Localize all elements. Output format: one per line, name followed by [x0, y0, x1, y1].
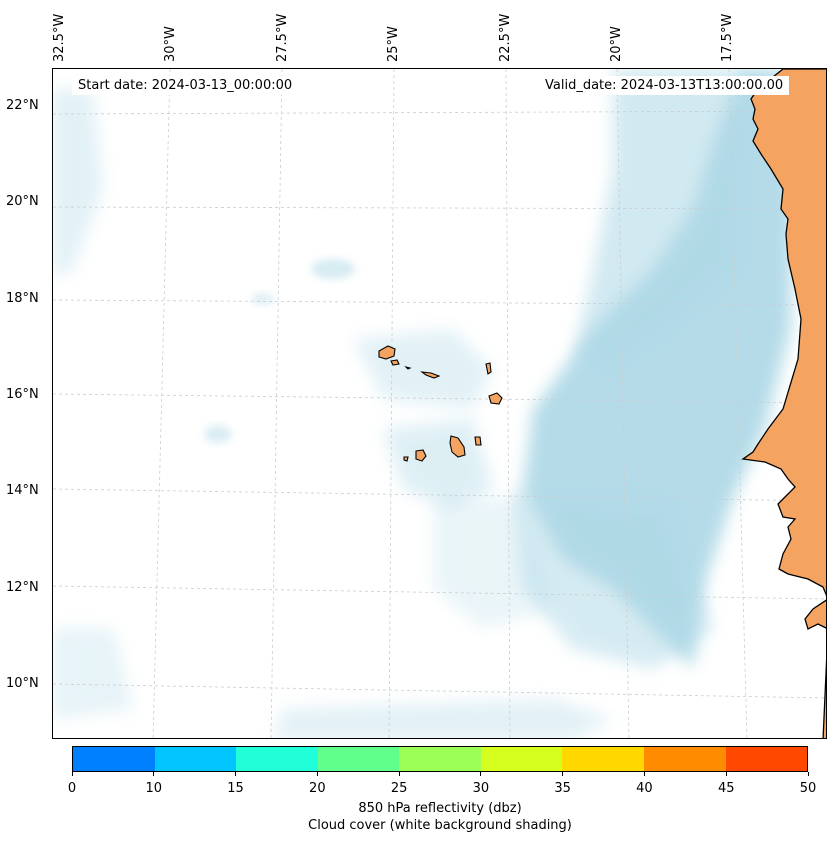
map-canvas [53, 69, 826, 738]
colorbar-tick-label: 10 [145, 781, 163, 796]
lon-tick-label: 32.5°W [52, 13, 67, 62]
colorbar-tick-mark [316, 772, 318, 776]
colorbar-tick-mark [725, 772, 727, 776]
start-date-label: Start date: 2024-03-13_00:00:00 [72, 76, 299, 95]
colorbar-segment [317, 747, 400, 771]
colorbar-tick-mark [235, 772, 237, 776]
colorbar-tick-label: 40 [636, 781, 653, 796]
colorbar-tick-label: 15 [227, 781, 244, 796]
map-panel[interactable] [52, 68, 827, 739]
lat-tick-label: 22°N [6, 98, 39, 113]
colorbar-tick-label: 25 [390, 781, 408, 796]
colorbar-segment [480, 747, 563, 771]
island-sao-vicente [390, 359, 400, 366]
colorbar-tick-mark [153, 772, 155, 776]
cape-verde-islands [378, 345, 503, 462]
colorbar-tick-mark [643, 772, 645, 776]
island-santo-antao [378, 345, 396, 360]
lat-tick-label: 18°N [6, 291, 39, 306]
colorbar-segment [562, 747, 644, 771]
cloud-cover-shading [53, 69, 793, 738]
island-santa-luzia [404, 365, 412, 370]
colorbar-segment [643, 747, 726, 771]
colorbar-label: 850 hPa reflectivity (dbz) [358, 801, 522, 816]
lat-tick-label: 16°N [6, 387, 39, 402]
island-sao-nicolau [420, 371, 441, 379]
colorbar-tick-label: 45 [717, 781, 735, 796]
colorbar-segment [399, 747, 481, 771]
island-santiago [449, 435, 466, 458]
lon-tick-label: 17.5°W [720, 13, 735, 62]
colorbar-tick-label: 30 [472, 781, 490, 796]
colorbar-tick-label: 20 [309, 781, 326, 796]
valid-date-label: Valid_date: 2024-03-13T13:00:00.00 [539, 76, 790, 95]
colorbar-tick-label: 50 [799, 781, 817, 796]
lat-tick-label: 10°N [6, 676, 39, 691]
lon-tick-label: 20°W [609, 26, 624, 62]
lat-tick-label: 14°N [6, 483, 39, 498]
island-fogo [415, 449, 427, 462]
colorbar-segment [154, 747, 237, 771]
colorbar-sublabel: Cloud cover (white background shading) [308, 818, 572, 833]
colorbar-tick-mark [398, 772, 400, 776]
island-maio [474, 436, 482, 446]
lon-tick-label: 30°W [163, 26, 178, 62]
colorbar-tick-label: 0 [67, 781, 77, 796]
lat-tick-label: 12°N [6, 580, 39, 595]
island-brava [403, 456, 409, 462]
island-boa-vista [488, 392, 503, 405]
colorbar-segment [73, 747, 155, 771]
lat-tick-label: 20°N [6, 194, 39, 209]
colorbar-tick-label: 35 [554, 781, 571, 796]
lon-tick-label: 25°W [386, 26, 401, 62]
colorbar-tick-mark [71, 772, 73, 776]
island-sal [485, 362, 492, 375]
colorbar-segment [725, 747, 808, 771]
lon-tick-label: 27.5°W [275, 13, 290, 62]
reflectivity-colorbar [72, 746, 808, 772]
colorbar-segment [236, 747, 318, 771]
colorbar-tick-mark [807, 772, 809, 776]
colorbar-tick-mark [562, 772, 564, 776]
africa-coast-land [741, 69, 826, 738]
lon-tick-label: 22.5°W [498, 13, 513, 62]
graticule [53, 69, 826, 738]
colorbar-tick-mark [480, 772, 482, 776]
